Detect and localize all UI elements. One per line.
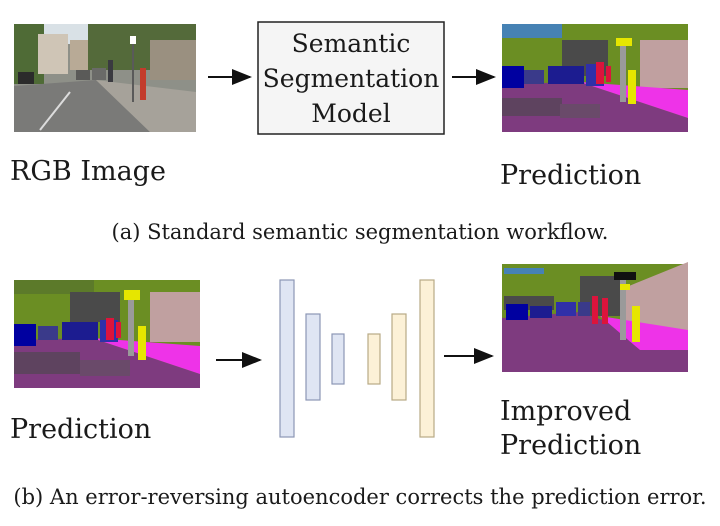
encoder-layer-3 — [331, 333, 345, 385]
improved-label-line-1: Improved — [500, 396, 632, 427]
model-box-line-1: Semantic — [291, 28, 411, 58]
rgb-image-label: RGB Image — [10, 156, 166, 187]
prediction-label-top: Prediction — [500, 160, 642, 191]
model-box-line-2: Segmentation — [262, 63, 440, 93]
decoder-layer-2 — [391, 313, 407, 401]
caption-a: (a) Standard semantic segmentation workf… — [111, 220, 609, 244]
model-box-label: Semantic Segmentation Model — [258, 22, 444, 134]
prediction-map-input — [14, 280, 200, 388]
rgb-street-image — [14, 24, 196, 132]
prediction-label-input: Prediction — [10, 414, 152, 445]
encoder-layer-2 — [305, 313, 321, 401]
encoder-layer-1 — [279, 279, 295, 438]
decoder-layer-1 — [367, 333, 381, 385]
decoder-layer-3 — [419, 279, 435, 438]
prediction-map-top — [502, 24, 688, 132]
segmentation-model-box — [257, 21, 445, 135]
improved-label-line-2: Prediction — [500, 430, 642, 461]
improved-prediction-map — [502, 262, 688, 372]
model-box-line-3: Model — [311, 98, 391, 128]
caption-b: (b) An error-reversing autoencoder corre… — [13, 485, 707, 509]
